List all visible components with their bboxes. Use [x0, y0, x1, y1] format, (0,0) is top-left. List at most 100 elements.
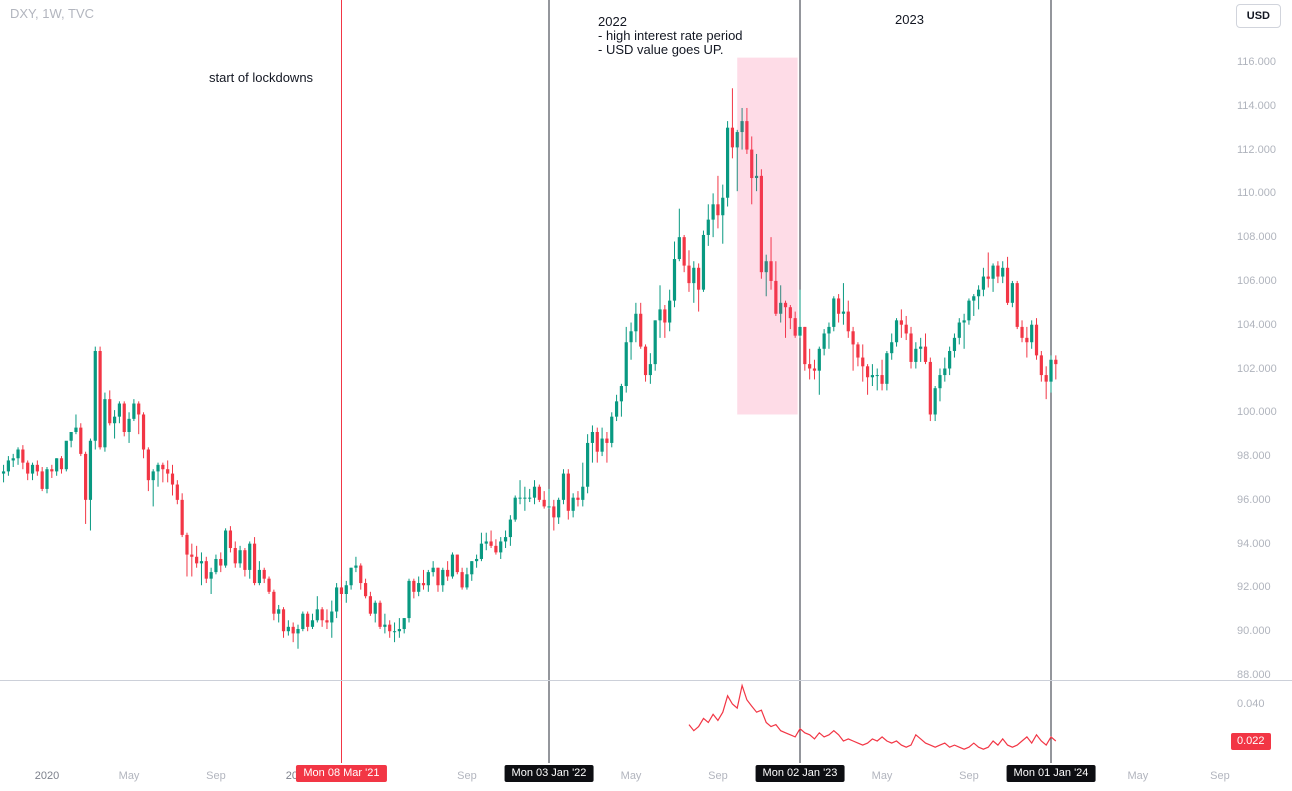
annotation-line: 2023 — [895, 12, 924, 27]
candle-body — [976, 289, 981, 297]
candle-body — [759, 175, 763, 273]
annotation-year-2023[interactable]: 2023 — [895, 13, 924, 27]
candle-body — [996, 265, 1000, 277]
candle-body — [180, 499, 184, 535]
candle-body — [933, 388, 937, 415]
candle-body — [701, 234, 706, 290]
candle-body — [508, 519, 512, 538]
candle-body — [682, 237, 686, 266]
candle-body — [557, 499, 561, 518]
candle-body — [576, 497, 580, 500]
candle-body — [711, 204, 715, 220]
candle-body — [233, 548, 237, 564]
price-axis-label: 98.000 — [1237, 450, 1271, 463]
candle-body — [93, 350, 97, 441]
candle-body — [566, 473, 570, 511]
price-axis-label: 104.000 — [1237, 318, 1277, 331]
candle-body — [1010, 283, 1014, 303]
candle-body — [373, 602, 377, 614]
highlight-region[interactable] — [737, 57, 798, 415]
symbol-legend[interactable]: DXY, 1W, TVC — [10, 6, 95, 21]
candle-body — [199, 561, 204, 564]
candle-body — [1025, 337, 1029, 343]
date-marker-badge[interactable]: Mon 08 Mar '21 — [296, 765, 387, 782]
candle-body — [528, 497, 532, 499]
candle-body — [581, 486, 585, 500]
candle-body — [672, 259, 677, 301]
candle-body — [330, 611, 334, 623]
candle-body — [668, 300, 672, 323]
annotation-lockdowns[interactable]: start of lockdowns — [209, 71, 313, 85]
candle-body — [402, 618, 406, 630]
candle-body — [306, 613, 310, 627]
candle-body — [291, 626, 295, 634]
annotation-rate-note[interactable]: 2022- high interest rate period - USD val… — [598, 15, 743, 57]
candle-body — [817, 348, 821, 371]
date-marker-badge[interactable]: Mon 02 Jan '23 — [755, 765, 845, 782]
candle-body — [35, 464, 39, 472]
candle-body — [252, 543, 257, 584]
candle-body — [600, 438, 604, 452]
price-axis-label: 110.000 — [1237, 187, 1276, 200]
candle-body — [166, 469, 170, 474]
candle-body — [1001, 267, 1005, 277]
indicator-last-value-badge: 0.022 — [1231, 732, 1271, 750]
price-axis-label: 96.000 — [1237, 493, 1271, 506]
candle-body — [1005, 267, 1010, 303]
date-marker-badge[interactable]: Mon 01 Jan '24 — [1006, 765, 1096, 782]
candle-body — [479, 543, 484, 559]
price-axis-label: 90.000 — [1237, 625, 1271, 638]
price-axis-label: 112.000 — [1237, 143, 1276, 156]
candle-body — [286, 626, 290, 632]
candle-body — [561, 473, 566, 500]
price-axis[interactable] — [1230, 0, 1292, 763]
candle-body — [368, 596, 373, 614]
candle-body — [64, 440, 68, 470]
time-axis-label: Sep — [1210, 770, 1230, 782]
candle-body — [841, 311, 846, 314]
candle-body — [986, 276, 990, 279]
time-axis[interactable]: 2020MaySep2021SepMaySepMaySepMaySep — [0, 763, 1292, 791]
candle-body — [513, 497, 517, 520]
candle-body — [161, 464, 165, 470]
candle-body — [639, 313, 643, 347]
candle-body — [470, 561, 474, 575]
candle-body — [870, 375, 875, 378]
candle-body — [658, 309, 662, 321]
candle-body — [677, 237, 681, 260]
candle-body — [571, 497, 575, 511]
candle-body — [788, 307, 792, 319]
candle-body — [59, 458, 64, 470]
candle-body — [21, 449, 25, 463]
candle-body — [634, 313, 638, 332]
candle-body — [363, 583, 368, 597]
candle-body — [610, 416, 614, 443]
price-axis-label: 102.000 — [1237, 362, 1277, 375]
candle-body — [204, 561, 208, 579]
candle-body — [1015, 283, 1019, 327]
candle-body — [981, 276, 986, 290]
candle-body — [605, 438, 609, 443]
date-marker-badge[interactable]: Mon 03 Jan '22 — [504, 765, 594, 782]
candle-body — [426, 572, 430, 586]
candle-body — [296, 629, 300, 634]
candle-body — [132, 403, 136, 419]
indicator-line — [688, 683, 1057, 750]
candle-body — [185, 534, 189, 555]
candle-body — [663, 309, 667, 323]
time-axis-label: Sep — [457, 770, 477, 782]
time-axis-label: May — [871, 770, 893, 782]
candle-body — [1054, 359, 1058, 365]
candle-body — [103, 399, 107, 448]
candle-body — [146, 449, 150, 481]
candle-body — [827, 326, 831, 334]
price-axis-label: 108.000 — [1237, 231, 1277, 244]
candle-body — [272, 591, 276, 614]
time-axis-label: May — [1127, 770, 1149, 782]
candle-body — [885, 353, 889, 384]
candle-body — [267, 578, 271, 592]
currency-button[interactable]: USD — [1235, 4, 1281, 28]
candle-body — [248, 543, 252, 570]
candle-body — [779, 302, 783, 314]
